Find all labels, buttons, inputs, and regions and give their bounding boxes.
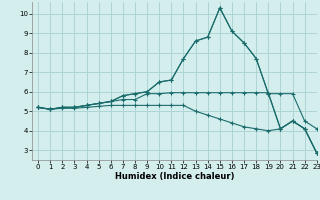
X-axis label: Humidex (Indice chaleur): Humidex (Indice chaleur) xyxy=(115,172,234,181)
